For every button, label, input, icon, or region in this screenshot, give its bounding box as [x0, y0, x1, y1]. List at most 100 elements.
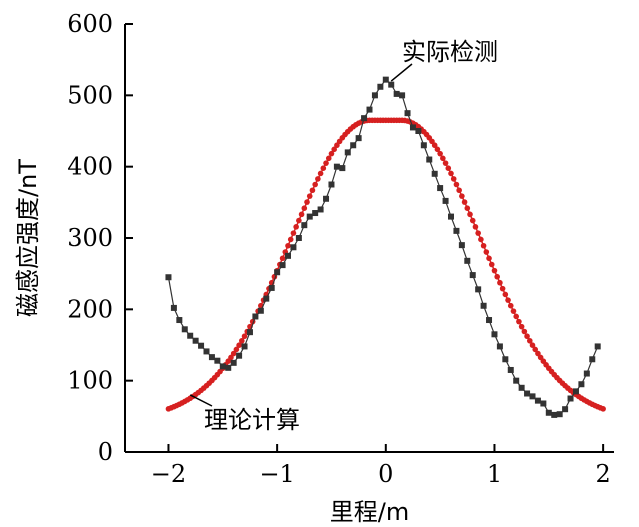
measured-point	[567, 395, 574, 402]
measured-point	[208, 354, 215, 361]
theory-point	[285, 242, 291, 249]
measured-point	[219, 363, 226, 370]
measured-point	[187, 332, 194, 339]
y-tick-label: 500	[67, 81, 113, 109]
theory-point	[309, 187, 316, 194]
measured-point	[328, 181, 335, 188]
measured-point	[480, 302, 487, 309]
theory-point	[505, 297, 511, 303]
measured-point	[437, 185, 444, 192]
measured-point	[170, 304, 177, 311]
theory-point	[491, 267, 498, 274]
measured-point	[252, 313, 259, 320]
theory-point	[478, 236, 484, 243]
theory-point	[483, 249, 490, 255]
measured-point	[431, 170, 438, 177]
theory-point	[230, 350, 237, 357]
measured-point	[594, 343, 601, 350]
measured-point	[442, 197, 449, 204]
theory-point	[287, 236, 294, 243]
measured-point	[236, 352, 243, 359]
measured-point	[409, 124, 416, 131]
measured-point	[371, 92, 378, 99]
theory-point	[516, 318, 522, 325]
measured-point	[344, 149, 351, 156]
x-tick-label: 2	[595, 460, 610, 488]
measured-point	[464, 257, 471, 264]
measured-point	[426, 156, 433, 163]
theory-point	[502, 291, 509, 298]
measured-point	[486, 317, 493, 324]
measured-point	[583, 370, 590, 377]
measured-point	[540, 400, 547, 407]
theory-point	[600, 406, 606, 412]
theory-point	[236, 342, 242, 348]
theory-point	[486, 255, 492, 262]
measured-point	[377, 83, 384, 90]
measured-point	[578, 381, 585, 388]
theory-point	[241, 333, 248, 340]
theory-point	[475, 230, 481, 236]
measured-point	[295, 235, 302, 241]
measured-point	[382, 76, 389, 83]
theory-point	[431, 142, 438, 149]
measured-point	[475, 286, 482, 293]
measured-point	[366, 106, 373, 113]
theory-point	[450, 176, 457, 182]
theory-point	[317, 170, 324, 177]
measured-point	[415, 128, 422, 134]
y-tick-label: 400	[67, 153, 113, 181]
measured-point	[572, 388, 579, 395]
measured-point	[388, 81, 395, 88]
measured-point	[551, 411, 558, 418]
y-tick-label: 200	[67, 295, 113, 323]
y-tick-label: 600	[67, 10, 113, 38]
theory-point	[437, 150, 443, 157]
measured-point	[469, 272, 476, 279]
theory-point	[494, 273, 500, 280]
measured-point	[230, 359, 237, 366]
x-tick-label: 1	[487, 460, 502, 488]
y-tick-label: 100	[67, 367, 113, 395]
measured-point	[203, 348, 210, 355]
theory-point	[228, 354, 234, 361]
theory-point	[499, 285, 506, 292]
measured-point	[524, 390, 531, 397]
theory-point	[524, 333, 530, 340]
theory-point	[513, 313, 519, 320]
measured-point	[350, 142, 357, 149]
y-axis-title: 磁感应强度/nT	[14, 159, 42, 317]
theory-point	[296, 217, 302, 224]
theory-point	[510, 308, 517, 314]
theory-point	[529, 342, 536, 348]
measured-point	[502, 356, 509, 363]
theory-point	[453, 181, 460, 188]
theory-point	[320, 165, 327, 172]
x-tick-label: 0	[378, 460, 393, 488]
measured-point	[420, 142, 427, 149]
measured-point	[529, 393, 536, 400]
measured-point	[165, 274, 172, 281]
measured-point	[562, 406, 569, 413]
y-tick-label: 300	[67, 224, 113, 252]
measured-point	[507, 366, 514, 373]
measured-point	[534, 397, 541, 404]
theory-point	[312, 181, 318, 188]
annotation-theory-label: 理论计算	[204, 406, 300, 434]
measured-point	[263, 295, 270, 302]
annotation-measured-leader	[390, 63, 413, 82]
measured-point	[513, 377, 520, 384]
measured-point	[225, 364, 232, 371]
annotation-measured-label: 实际检测	[402, 38, 498, 66]
theory-point	[472, 224, 479, 230]
x-tick-label: −1	[259, 460, 294, 488]
theory-point	[535, 350, 541, 357]
measured-point	[453, 227, 460, 234]
measured-point	[257, 307, 264, 314]
axes: −2 −1 0 1 2 0 100 200 300 400 500 600	[67, 10, 614, 488]
theory-point	[440, 155, 446, 162]
measured-point	[589, 356, 596, 363]
measured-point	[448, 213, 454, 220]
theory-point	[325, 155, 332, 162]
